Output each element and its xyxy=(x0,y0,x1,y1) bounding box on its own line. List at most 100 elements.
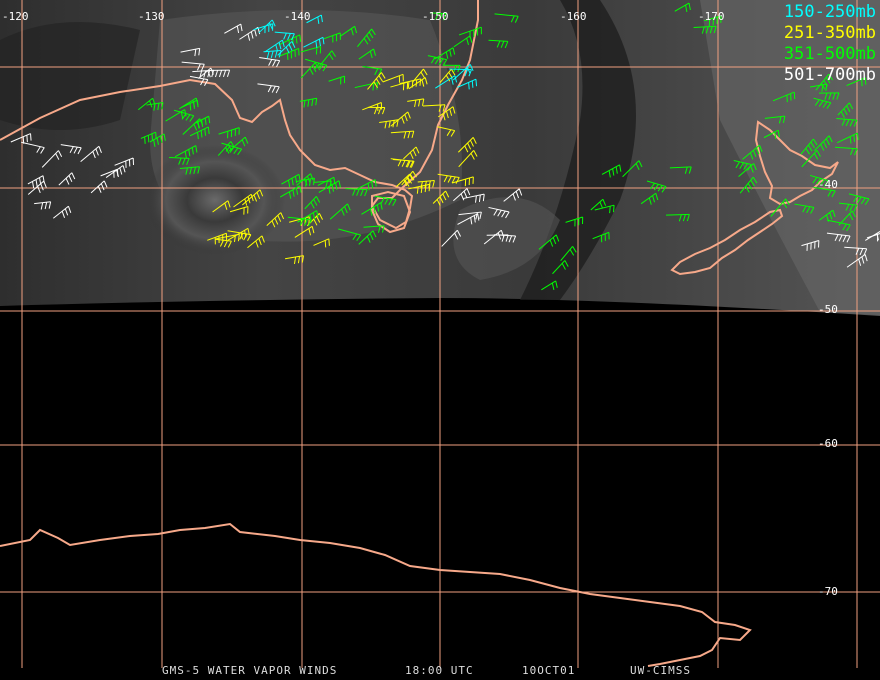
tasmania-coast xyxy=(371,190,412,234)
wind-barb xyxy=(303,36,325,48)
wind-barb xyxy=(363,225,385,233)
wind-barb xyxy=(801,240,820,251)
latitude-label: -60 xyxy=(818,437,838,450)
wind-barb xyxy=(227,230,252,242)
longitude-label: -160 xyxy=(560,10,587,23)
wind-barb xyxy=(300,45,322,55)
wind-barb xyxy=(640,192,659,205)
wind-barb xyxy=(90,180,108,194)
longitude-label: -170 xyxy=(698,10,725,23)
wind-barb xyxy=(457,78,478,90)
wind-barb xyxy=(800,138,818,155)
wind-barb xyxy=(114,157,135,168)
wind-barb xyxy=(401,170,417,187)
wind-barb xyxy=(52,205,72,219)
wind-barb xyxy=(247,235,265,249)
latitude-label: -40 xyxy=(818,178,838,191)
wind-barb xyxy=(837,102,854,118)
wind-barb xyxy=(417,180,435,189)
wind-barb xyxy=(666,213,690,222)
wind-barb xyxy=(362,65,383,76)
longitude-label: -130 xyxy=(138,10,165,23)
legend-entry-251-350mb: 251-350mb xyxy=(783,23,876,43)
wind-barb xyxy=(809,174,829,187)
wind-barb xyxy=(846,77,867,87)
wind-barb xyxy=(437,173,460,184)
wind-barb xyxy=(58,172,76,186)
wind-barb xyxy=(229,205,249,215)
wind-barb xyxy=(457,137,477,153)
wind-barb xyxy=(41,150,63,168)
wind-barb xyxy=(432,190,450,206)
wind-barb xyxy=(27,175,45,189)
wind-barb xyxy=(258,19,276,34)
footer-caption: GMS-5 WATER VAPOR WINDS 18:00 UTC 10OCT0… xyxy=(0,664,880,680)
wind-barb xyxy=(427,55,448,66)
wind-barb xyxy=(279,185,302,199)
wind-barb xyxy=(674,2,691,13)
wind-barb xyxy=(313,238,330,248)
wind-barb xyxy=(313,180,332,189)
wind-barb xyxy=(27,180,47,195)
wind-barb xyxy=(264,39,285,53)
wind-barb xyxy=(552,260,569,275)
wind-barb xyxy=(458,150,478,168)
wind-barb xyxy=(259,57,281,68)
wind-barb xyxy=(287,216,312,227)
wind-barb xyxy=(215,233,240,243)
wind-barb xyxy=(355,179,377,191)
wind-barb xyxy=(763,129,780,139)
wind-barb xyxy=(422,104,446,112)
wind-barb xyxy=(764,115,786,124)
wind-barb xyxy=(838,202,858,212)
wind-barb xyxy=(179,166,200,175)
wind-barb xyxy=(435,75,458,89)
wind-barb xyxy=(198,67,214,79)
wind-barb xyxy=(362,102,383,111)
new-zealand-north-coast xyxy=(754,120,839,206)
wind-barb xyxy=(181,61,205,71)
wind-barb xyxy=(463,193,485,203)
wind-barb xyxy=(846,254,868,268)
wind-barb xyxy=(835,146,858,156)
wind-barb xyxy=(241,189,264,206)
wind-barb xyxy=(742,144,763,160)
wind-barb xyxy=(274,31,295,41)
wind-barb xyxy=(826,232,851,243)
wind-barb xyxy=(182,118,204,135)
footer-time: 18:00 UTC xyxy=(405,664,474,677)
wind-barb xyxy=(801,149,821,168)
wind-barb xyxy=(503,188,523,202)
wind-barb xyxy=(565,216,584,227)
wind-barb xyxy=(408,77,428,90)
wind-barb xyxy=(34,201,52,210)
wind-barb xyxy=(837,132,859,144)
wind-barb xyxy=(866,233,880,242)
wind-barb xyxy=(443,64,461,73)
wind-barb xyxy=(392,158,415,168)
wind-barb xyxy=(304,196,321,210)
wind-barb xyxy=(407,98,425,108)
wind-barb xyxy=(541,280,558,291)
wind-barb xyxy=(390,81,409,91)
wind-barb xyxy=(60,144,82,155)
legend-entry-501-700mb: 501-700mb xyxy=(783,65,876,85)
wind-barb xyxy=(318,180,341,194)
wind-barb xyxy=(646,180,667,193)
wind-barb xyxy=(228,136,249,152)
new-zealand-south-coast xyxy=(670,208,784,276)
wind-barb xyxy=(300,62,320,79)
wind-barb xyxy=(813,186,836,198)
wind-barb xyxy=(358,230,377,245)
wind-barb xyxy=(212,200,231,213)
footer-date: 10OCT01 xyxy=(522,664,576,677)
wind-barb xyxy=(772,91,796,103)
wind-barb xyxy=(367,72,386,90)
coastlines xyxy=(0,0,839,667)
wind-barb xyxy=(329,203,351,220)
wind-barb xyxy=(770,198,790,217)
wind-barb xyxy=(794,203,815,214)
wind-barb xyxy=(224,23,243,34)
wind-barb xyxy=(844,246,868,256)
